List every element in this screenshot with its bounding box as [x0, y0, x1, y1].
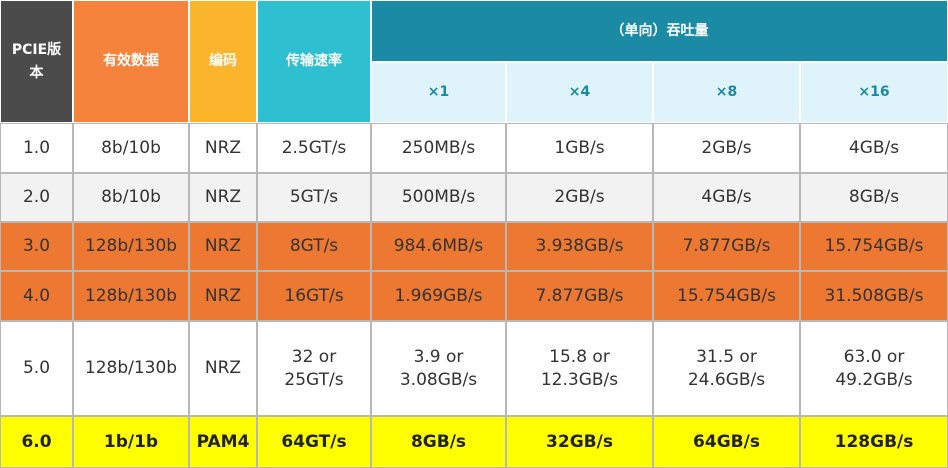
body-cell: 15.8 or 12.3GB/s: [506, 321, 653, 416]
body-cell: 64GT/s: [257, 416, 371, 468]
body-cell: 4GB/s: [653, 173, 800, 222]
body-cell: 31.5 or 24.6GB/s: [653, 321, 800, 416]
body-cell: 7.877GB/s: [653, 222, 800, 271]
body-cell: 500MB/s: [371, 173, 506, 222]
body-cell: 1b/1b: [73, 416, 189, 468]
subheader-cell: ×4: [506, 62, 653, 123]
body-cell: 1GB/s: [506, 123, 653, 173]
group-header: （单向）吞吐量: [371, 0, 948, 62]
body-cell: 32 or 25GT/s: [257, 321, 371, 416]
body-cell: 2GB/s: [653, 123, 800, 173]
body-cell: 6.0: [0, 416, 73, 468]
body-cell: NRZ: [189, 173, 257, 222]
header-cell: 编码: [189, 0, 257, 123]
body-cell: 4GB/s: [800, 123, 948, 173]
body-cell: 4.0: [0, 271, 73, 321]
body-cell: 63.0 or 49.2GB/s: [800, 321, 948, 416]
header-cell: PCIE版 本: [0, 0, 73, 123]
subheader-cell: ×8: [653, 62, 800, 123]
body-cell: 8b/10b: [73, 123, 189, 173]
body-cell: 15.754GB/s: [800, 222, 948, 271]
header-cell: 传输速率: [257, 0, 371, 123]
body-cell: 16GT/s: [257, 271, 371, 321]
body-cell: 128b/130b: [73, 321, 189, 416]
body-cell: 15.754GB/s: [653, 271, 800, 321]
body-cell: 8GB/s: [371, 416, 506, 468]
subheader-cell: ×16: [800, 62, 948, 123]
body-cell: 8GT/s: [257, 222, 371, 271]
body-cell: 1.969GB/s: [371, 271, 506, 321]
body-cell: 250MB/s: [371, 123, 506, 173]
header-cell: 有效数据: [73, 0, 189, 123]
body-cell: 2.0: [0, 173, 73, 222]
body-cell: 3.938GB/s: [506, 222, 653, 271]
body-cell: 8b/10b: [73, 173, 189, 222]
body-cell: 3.0: [0, 222, 73, 271]
body-cell: 128b/130b: [73, 222, 189, 271]
body-cell: 3.9 or 3.08GB/s: [371, 321, 506, 416]
body-cell: 31.508GB/s: [800, 271, 948, 321]
body-cell: 984.6MB/s: [371, 222, 506, 271]
body-cell: 64GB/s: [653, 416, 800, 468]
body-cell: 8GB/s: [800, 173, 948, 222]
body-cell: 7.877GB/s: [506, 271, 653, 321]
body-cell: 2.5GT/s: [257, 123, 371, 173]
body-cell: 128GB/s: [800, 416, 948, 468]
body-cell: PAM4: [189, 416, 257, 468]
body-cell: 5GT/s: [257, 173, 371, 222]
body-cell: NRZ: [189, 222, 257, 271]
body-cell: 32GB/s: [506, 416, 653, 468]
body-cell: NRZ: [189, 321, 257, 416]
body-cell: 2GB/s: [506, 173, 653, 222]
body-cell: NRZ: [189, 271, 257, 321]
body-cell: 128b/130b: [73, 271, 189, 321]
body-cell: NRZ: [189, 123, 257, 173]
body-cell: 1.0: [0, 123, 73, 173]
body-cell: 5.0: [0, 321, 73, 416]
subheader-cell: ×1: [371, 62, 506, 123]
